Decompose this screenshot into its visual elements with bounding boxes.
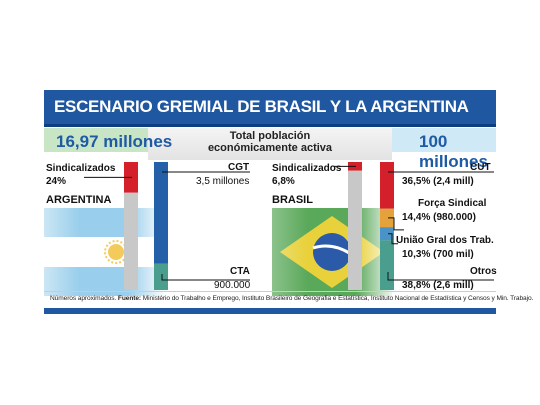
cut-label: CUT: [470, 162, 491, 173]
brasil-sindicalizados-bar: [348, 162, 362, 290]
brasil-unions-bar: [380, 162, 394, 290]
cta-segment: [154, 263, 168, 290]
leader-lines: [84, 165, 494, 281]
argentina-sindicalizados-label: Sindicalizados: [46, 163, 116, 174]
cut-segment: [380, 162, 394, 209]
cgt-label: CGT: [228, 162, 250, 173]
source-lead: Números aproximados.: [50, 295, 117, 302]
argentina-total: 16,97 millones: [56, 132, 173, 151]
brasil-no-sindicalizados-segment: [348, 170, 362, 290]
cta-label: CTA: [230, 266, 250, 277]
source-text: Ministério do Trabalho e Emprego, Instit…: [142, 295, 534, 302]
argentina-sindicalizados-pct: 24%: [46, 176, 67, 187]
argentina-no-sindicalizados-segment: [124, 192, 138, 290]
brasil-sindicalizados-label: Sindicalizados: [272, 163, 342, 174]
cta-value: 900.000: [214, 280, 251, 291]
otros-value: 38,8% (2,6 mill): [402, 280, 474, 291]
bottom-bar: [44, 308, 496, 314]
page-title: ESCENARIO GREMIAL DE BRASIL Y LA ARGENTI…: [54, 97, 469, 116]
argentina-country-label: ARGENTINA: [46, 194, 112, 206]
brasil-total-panel: [392, 128, 496, 152]
otros-segment: [380, 240, 394, 290]
cgt-value: 3,5 millones: [196, 176, 250, 187]
ugt-segment: [380, 227, 394, 241]
source-divider: [44, 291, 496, 292]
brasil-total: 100 millones: [419, 132, 488, 171]
forca-leader: [388, 217, 404, 231]
cut-value: 36,5% (2,4 mill): [402, 176, 474, 187]
title-bar: ESCENARIO GREMIAL DE BRASIL Y LA ARGENTI…: [44, 90, 496, 124]
otros-label: Otros: [470, 266, 497, 277]
total-poblacion-label: Total población económicamente activa: [148, 130, 392, 154]
brasil-country-label: BRASIL: [272, 194, 313, 206]
cgt-segment: [154, 162, 168, 264]
forca-value: 14,4% (980.000): [402, 212, 476, 223]
center-band: [148, 128, 392, 160]
center-label-line-2: económicamente activa: [207, 142, 333, 154]
argentina-sindicalizados-bar: [124, 162, 138, 290]
brasil-sindicalizados-pct: 6,8%: [272, 176, 295, 187]
argentina-total-panel: [44, 128, 148, 152]
forca-segment: [380, 208, 394, 228]
source-label: Fuente:: [117, 295, 142, 302]
center-label-line-1: Total población: [229, 130, 311, 142]
ugt-leader: [388, 233, 398, 245]
source-note: Números aproximados. Fuente: Ministério …: [50, 295, 533, 302]
bars-layer: [84, 162, 494, 290]
ugt-value: 10,3% (700 mil): [402, 249, 474, 260]
title-underline: [44, 124, 496, 127]
argentina-unions-bar: [154, 162, 168, 290]
infographic: ESCENARIO GREMIAL DE BRASIL Y LA ARGENTI…: [44, 90, 533, 314]
ugt-label: União Gral dos Trab.: [396, 235, 494, 246]
cta-leader: [161, 274, 250, 281]
otros-leader: [387, 272, 494, 281]
forca-label: Força Sindical: [418, 198, 487, 209]
